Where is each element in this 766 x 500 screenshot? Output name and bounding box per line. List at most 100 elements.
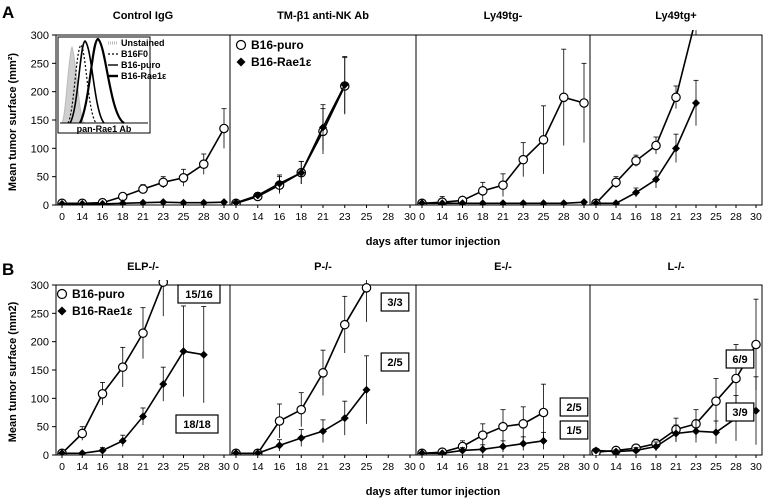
x-tick-label: 18 xyxy=(295,461,307,473)
data-point-diamond xyxy=(519,439,528,448)
data-point-diamond xyxy=(220,198,228,205)
data-point-diamond xyxy=(362,385,371,394)
x-tick-label: 16 xyxy=(630,461,642,473)
y-tick-label: 150 xyxy=(31,365,49,377)
panel-title: P-/- xyxy=(314,261,332,273)
x-tick-label: 18 xyxy=(477,211,489,223)
panel-4: Ly49tg+ 0 14 16 18 21 23 25 28 30 xyxy=(589,10,763,223)
y-tick-label: 50 xyxy=(37,422,49,434)
data-point-diamond xyxy=(58,449,66,455)
x-tick-label: 18 xyxy=(117,461,129,473)
data-point-diamond xyxy=(199,198,208,205)
panel-7: E-/- 0 14 16 18 21 23 25 28 30 xyxy=(415,261,591,473)
data-area xyxy=(591,298,761,455)
x-tick-label: 25 xyxy=(538,461,550,473)
data-point-circle xyxy=(339,319,350,330)
legend-label: B16-puro xyxy=(251,38,304,52)
x-tick-label: 23 xyxy=(157,461,169,473)
data-point-diamond xyxy=(179,347,188,356)
data-point-diamond xyxy=(672,429,680,438)
data-point-diamond xyxy=(58,199,66,205)
data-point-circle xyxy=(117,362,128,372)
data-point-diamond xyxy=(118,436,127,445)
data-point-circle xyxy=(558,92,569,103)
panel-title: ELP-/- xyxy=(127,261,159,273)
data-point-circle xyxy=(518,419,529,429)
x-tick-label: 21 xyxy=(317,461,329,473)
x-tick-label: 0 xyxy=(59,211,65,223)
data-point-diamond xyxy=(418,449,426,455)
data-point-circle xyxy=(361,283,372,293)
data-area xyxy=(417,383,549,455)
data-point-diamond xyxy=(340,80,349,89)
x-tick-label: 28 xyxy=(198,461,210,473)
data-point-diamond xyxy=(253,191,262,200)
x-tick-label: 25 xyxy=(361,211,373,223)
y-axis-label-a: Mean tumor surface (mm²) xyxy=(7,53,19,191)
legend: B16-puro B16-Rae1ε xyxy=(56,287,133,318)
data-point-diamond xyxy=(275,441,284,450)
data-point-diamond xyxy=(612,447,620,455)
data-point-diamond xyxy=(580,198,588,205)
data-point-diamond xyxy=(78,199,87,205)
x-tick-label: 14 xyxy=(252,461,264,473)
x-tick-label: 28 xyxy=(382,211,394,223)
data-point-circle xyxy=(538,407,549,418)
data-point-diamond xyxy=(319,123,327,132)
x-tick-label: 23 xyxy=(690,211,702,223)
x-tick-label: 30 xyxy=(578,461,590,473)
panel-5: ELP-/- 0 50 100 150 200 250 300 0 14 16 18 21 23 25 28 3… xyxy=(31,261,231,473)
data-point-circle xyxy=(731,373,741,384)
count-label-box xyxy=(559,420,589,440)
count-label: 3/9 xyxy=(725,402,755,422)
legend-marker-circle xyxy=(56,288,68,300)
x-tick-label: 0 xyxy=(419,211,425,223)
data-point-diamond xyxy=(98,446,107,455)
x-tick-label: 14 xyxy=(610,461,622,473)
count-label: 15/16 xyxy=(177,284,221,304)
x-tick-label: 28 xyxy=(730,461,742,473)
x-tick-label: 14 xyxy=(610,211,622,223)
x-tick-label: 14 xyxy=(252,211,264,223)
data-point-diamond xyxy=(592,446,600,455)
panel-1: Control IgG 0 50 100 150 200 250 300 0 14 16 18 21 23… xyxy=(31,10,231,223)
data-point-diamond xyxy=(199,350,208,359)
x-tick-label: 30 xyxy=(750,211,762,223)
y-tick-label: 0 xyxy=(43,200,49,212)
y-tick-label: 300 xyxy=(31,280,49,292)
x-tick-label: 21 xyxy=(137,461,149,473)
data-point-circle xyxy=(178,173,189,183)
data-point-diamond xyxy=(632,188,640,197)
data-point-diamond xyxy=(499,199,507,205)
panel-title: TM-β1 anti-NK Ab xyxy=(277,10,369,22)
inset-legend-label: B16-puro xyxy=(121,60,161,70)
legend-label: B16-Rae1ε xyxy=(72,304,133,318)
count-label-box xyxy=(725,402,755,422)
data-point-circle xyxy=(538,135,549,145)
count-label-text: 15/16 xyxy=(185,289,213,301)
x-tick-label: 30 xyxy=(750,461,762,473)
x-tick-label: 30 xyxy=(404,211,416,223)
y-tick-label: 300 xyxy=(31,30,49,42)
x-tick-label: 30 xyxy=(404,461,416,473)
series-line xyxy=(235,85,346,205)
panel-title: L-/- xyxy=(667,261,684,273)
x-tick-label: 25 xyxy=(361,461,373,473)
data-point-circle xyxy=(219,123,229,134)
panel-6: P-/- 0 14 16 18 21 23 25 28 30 xyxy=(229,261,417,473)
panel-2: TM-β1 anti-NK Ab 0 14 16 18 21 23 25 28 30 xyxy=(229,10,417,223)
data-point-diamond xyxy=(612,199,620,205)
panel-label-a: A xyxy=(2,3,14,22)
data-point-diamond xyxy=(692,427,700,436)
x-axis-label-b: days after tumor injection xyxy=(366,486,501,498)
data-point-diamond xyxy=(340,414,349,423)
x-tick-label: 25 xyxy=(538,211,550,223)
data-point-circle xyxy=(611,177,621,188)
x-tick-label: 16 xyxy=(274,211,286,223)
data-point-diamond xyxy=(297,168,306,177)
data-point-diamond xyxy=(232,449,240,455)
x-tick-label: 18 xyxy=(295,211,307,223)
legend-marker-diamond xyxy=(236,57,246,67)
data-point-circle xyxy=(296,404,307,415)
